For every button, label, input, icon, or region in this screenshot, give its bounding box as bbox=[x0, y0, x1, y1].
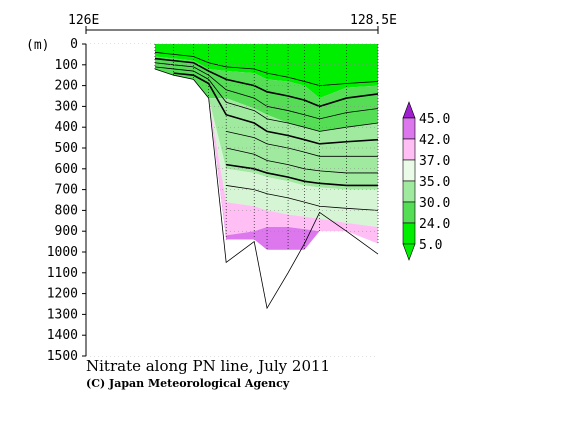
y-tick-label-1300: 1300 bbox=[47, 307, 78, 322]
contour-lines bbox=[154, 51, 379, 211]
y-tick-label-500: 500 bbox=[55, 141, 78, 156]
legend-box-2 bbox=[402, 159, 416, 182]
y-tick-label-100: 100 bbox=[55, 58, 78, 73]
x-tick-128-5e: 128.5E bbox=[350, 13, 397, 28]
legend-label-1: 42.0 bbox=[419, 133, 450, 148]
y-tick-label-0: 0 bbox=[70, 37, 78, 52]
y-tick-label-1200: 1200 bbox=[47, 287, 78, 302]
legend-box-0 bbox=[402, 117, 416, 140]
legend-box-4 bbox=[402, 201, 416, 224]
contour-line-8 bbox=[226, 185, 379, 211]
legend-box-3 bbox=[402, 180, 416, 203]
contour-band-4 bbox=[154, 68, 378, 244]
y-tick-label-700: 700 bbox=[55, 183, 78, 198]
contour-band-2 bbox=[154, 68, 378, 190]
legend-label-0: 45.0 bbox=[419, 112, 450, 127]
legend-label-3: 35.0 bbox=[419, 175, 450, 190]
contour-line-6 bbox=[226, 147, 378, 174]
legend-triangle-top bbox=[402, 101, 416, 119]
color-legend: 45.0 42.0 37.0 35.0 30.0 24.0 5.0 bbox=[402, 101, 450, 261]
contour-band-1 bbox=[154, 56, 378, 132]
y-tick-label-800: 800 bbox=[55, 203, 78, 218]
legend-box-5 bbox=[402, 222, 416, 245]
axes: 0 100 200 300 400 500 600 700 800 900 1000 1100 1200… bbox=[47, 26, 379, 364]
below-data-mask bbox=[86, 44, 378, 356]
y-tick-label-1500: 1500 bbox=[47, 349, 78, 364]
y-tick-label-1000: 1000 bbox=[47, 245, 78, 260]
chart-credit: (C) Japan Meteorological Agency bbox=[86, 377, 290, 390]
y-unit-label: (m) bbox=[26, 38, 49, 53]
y-tick-label-400: 400 bbox=[55, 120, 78, 135]
contour-band-3 bbox=[154, 68, 378, 228]
legend-label-6: 5.0 bbox=[419, 238, 442, 253]
legend-box-1 bbox=[402, 138, 416, 161]
contour-line-7 bbox=[226, 163, 378, 187]
y-tick-label-300: 300 bbox=[55, 99, 78, 114]
chart-title: Nitrate along PN line, July 2011 bbox=[86, 357, 330, 375]
contour-line-1 bbox=[154, 57, 379, 108]
contour-line-3 bbox=[154, 66, 379, 132]
contour-line-0 bbox=[154, 51, 379, 87]
bottom-topography bbox=[86, 44, 379, 356]
x-tick-126e: 126E bbox=[68, 13, 99, 28]
contour-band-0 bbox=[154, 44, 378, 99]
legend-label-4: 30.0 bbox=[419, 196, 450, 211]
y-tick-label-200: 200 bbox=[55, 79, 78, 94]
y-tick-label-1100: 1100 bbox=[47, 266, 78, 281]
y-tick-label-600: 600 bbox=[55, 162, 78, 177]
legend-label-2: 37.0 bbox=[419, 154, 450, 169]
contour-line-2 bbox=[154, 62, 379, 120]
legend-triangle-bottom bbox=[402, 243, 416, 261]
seafloor-line bbox=[154, 68, 379, 310]
y-tick-label-1400: 1400 bbox=[47, 328, 78, 343]
y-tick-label-900: 900 bbox=[55, 224, 78, 239]
legend-label-5: 24.0 bbox=[419, 217, 450, 232]
contour-line-5 bbox=[226, 130, 378, 157]
